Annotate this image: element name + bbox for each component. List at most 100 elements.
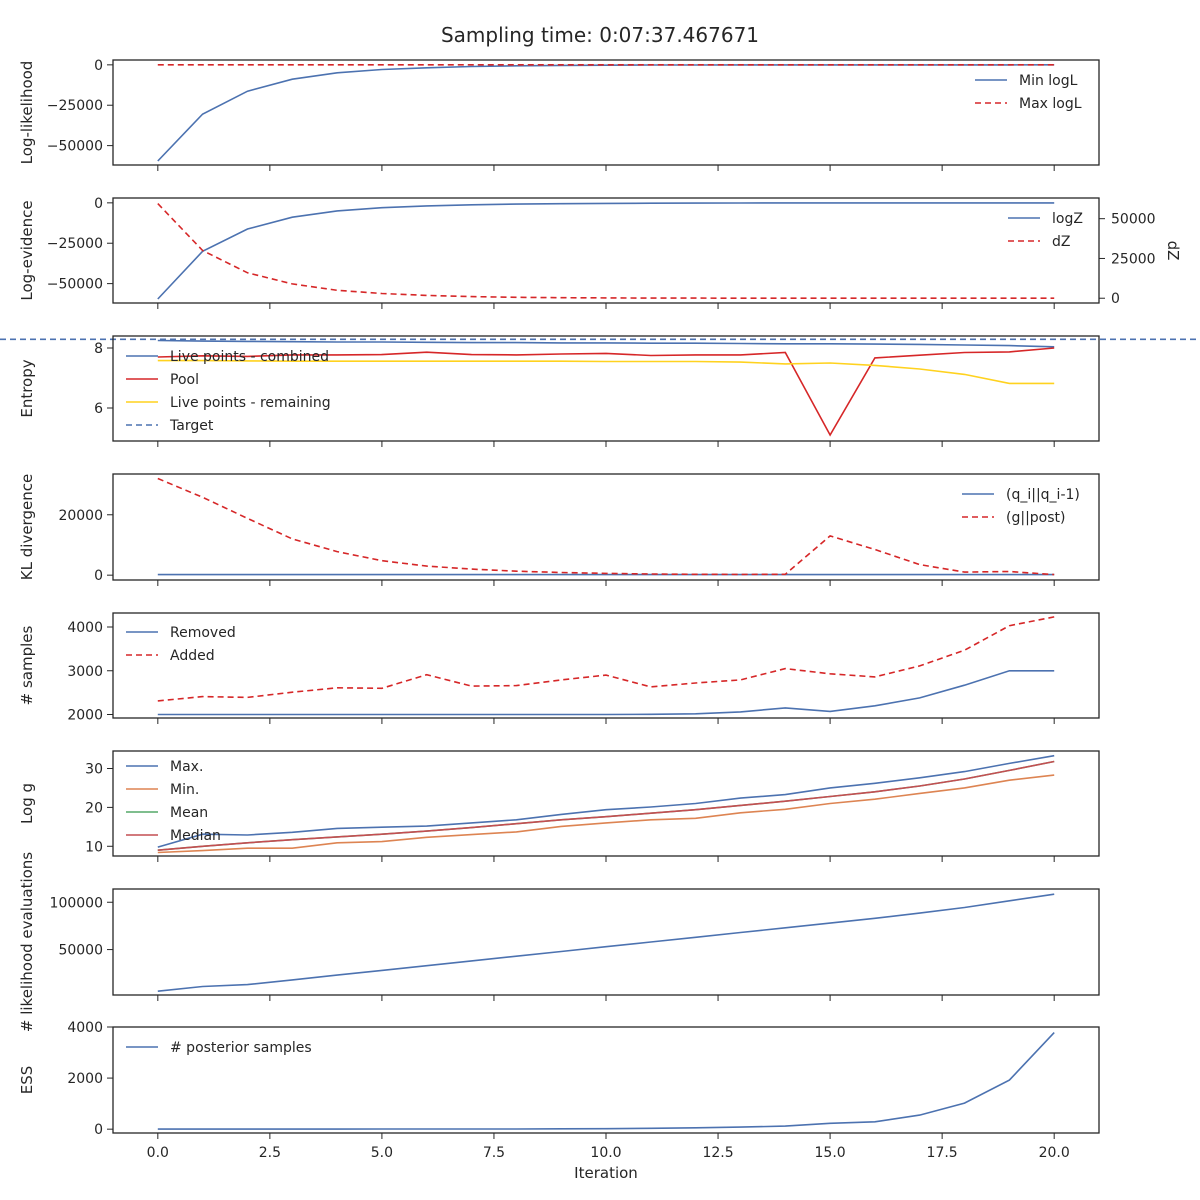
x-axis-label: Iteration (574, 1164, 638, 1182)
y-axis-label: # likelihood evaluations (18, 852, 36, 1032)
legend-label: Max logL (1019, 96, 1082, 112)
series-line--g-post- (157, 477, 1055, 576)
y-axis-label-right: dZ (1164, 241, 1182, 261)
y-tick-label: 0 (94, 58, 103, 74)
series-line-median (157, 760, 1055, 851)
series-line-mean (157, 760, 1055, 851)
x-tick-label: 20.0 (1039, 1145, 1070, 1161)
legend-label: # posterior samples (170, 1040, 312, 1056)
legend-label: dZ (1052, 234, 1070, 250)
series-line-removed (157, 670, 1055, 716)
legend-label: (q_i||q_i-1) (1006, 487, 1080, 503)
axes-frame (112, 612, 1100, 719)
y-tick-label: 20000 (58, 508, 103, 524)
panel-4: 2000 3000 4000 # samples Removed Added (18, 612, 1100, 724)
y-tick-label: −25000 (47, 98, 103, 114)
axes-frame (112, 197, 1100, 304)
x-tick-label: 10.0 (590, 1145, 621, 1161)
legend-label: Live points - combined (170, 349, 329, 365)
legend-label: Pool (170, 372, 199, 388)
axes-frame (112, 888, 1100, 996)
y-axis-label: Entropy (18, 359, 36, 417)
legend-label: Live points - remaining (170, 395, 331, 411)
panel-6: 50000 100000 # likelihood evaluations (18, 852, 1100, 1032)
plot-area (157, 616, 1055, 716)
y-tick-label: 0 (94, 1122, 103, 1138)
series-line-max- (157, 754, 1055, 848)
y-axis-label: Log-likelihood (18, 61, 36, 165)
plot-area (157, 64, 1055, 162)
plot-area (157, 202, 1055, 300)
y-tick-label: −25000 (47, 236, 103, 252)
y-tick-label: 6 (94, 401, 103, 417)
y-tick-label: 0 (94, 568, 103, 584)
plot-area (157, 339, 1055, 437)
y-axis-label: # samples (18, 625, 36, 705)
panel-0: 0 −25000 −50000 Log-likelihood Min logL Max l… (18, 58, 1100, 171)
y-tick-label: 2000 (67, 708, 103, 724)
y-tick-label: 4000 (67, 1020, 103, 1036)
y-axis-label: ESS (18, 1066, 36, 1095)
y-tick-label: 4000 (67, 620, 103, 636)
legend-label: Median (170, 828, 221, 844)
y-right-tick-label: 0 (1111, 291, 1120, 307)
axes-frame (112, 59, 1100, 166)
x-tick-label: 12.5 (702, 1145, 733, 1161)
legend-label: Max. (170, 759, 203, 775)
subplot-stack: 0 −25000 −50000 Log-likelihood Min logL Max l… (0, 58, 1200, 1182)
legend-label: Removed (170, 625, 236, 641)
y-tick-label: −50000 (47, 139, 103, 155)
panel-1: 0 −25000 −50000 0 25000 50000 Log-evidence dZ lo… (18, 196, 1182, 309)
y-tick-label: 8 (94, 341, 103, 357)
plot-area (157, 754, 1055, 854)
series-line-min- (157, 774, 1055, 854)
plot-area (157, 477, 1055, 576)
x-tick-label: 17.5 (927, 1145, 958, 1161)
series-line-logz (157, 202, 1055, 300)
y-tick-label: 2000 (67, 1071, 103, 1087)
legend-label: Added (170, 648, 215, 664)
axes-frame (112, 750, 1100, 857)
plot-area (157, 893, 1055, 992)
series-line-dz (157, 203, 1055, 299)
y-axis-label: Log g (18, 783, 36, 824)
series-line--posterior-samples (157, 1032, 1055, 1130)
x-tick-label: 15.0 (815, 1145, 846, 1161)
y-tick-label: 50000 (58, 943, 103, 959)
axes-frame (112, 1026, 1100, 1134)
x-tick-label: 5.0 (371, 1145, 393, 1161)
x-tick-label: 7.5 (483, 1145, 505, 1161)
series-line-added (157, 616, 1055, 702)
series-line-live-points-combined (157, 339, 1055, 348)
y-axis-label: KL divergence (18, 474, 36, 580)
y-tick-label: 0 (94, 196, 103, 212)
x-tick-label: 2.5 (259, 1145, 281, 1161)
panel-5: 10 20 30 Log g Max. Min. Mean Median (18, 750, 1100, 862)
figure-title: Sampling time: 0:07:37.467671 (441, 23, 759, 47)
legend-label: Target (169, 418, 214, 434)
series-line-live-points-remaining (157, 359, 1055, 385)
panel-3: 0 20000 KL divergence (q_i||q_i-1) (g||post) (18, 473, 1100, 586)
y-axis-label: Log-evidence (18, 200, 36, 300)
panel-2: 6 8 Entropy Live points - combined Pool Live … (0, 335, 1200, 447)
axes-frame (112, 335, 1100, 442)
y-tick-label: 100000 (50, 895, 103, 911)
legend-label: Min logL (1019, 73, 1078, 89)
y-right-tick-label: 25000 (1111, 251, 1156, 267)
y-tick-label: 30 (85, 762, 103, 778)
series-line-min-logl (157, 64, 1055, 162)
panel-7: 0 2000 4000 ESS # posterior samples 0.0 2.5 5.0… (18, 1020, 1100, 1182)
plot-area (157, 1032, 1055, 1130)
y-tick-label: 3000 (67, 664, 103, 680)
legend-label: Min. (170, 782, 199, 798)
y-right-tick-label: 50000 (1111, 212, 1156, 228)
y-tick-label: −50000 (47, 277, 103, 293)
axes-frame (112, 473, 1100, 581)
legend-label: Mean (170, 805, 208, 821)
legend-label: logZ (1052, 211, 1083, 227)
series-line-value (157, 893, 1055, 992)
y-tick-label: 20 (85, 800, 103, 816)
legend-label: (g||post) (1006, 510, 1065, 526)
y-tick-label: 10 (85, 839, 103, 855)
